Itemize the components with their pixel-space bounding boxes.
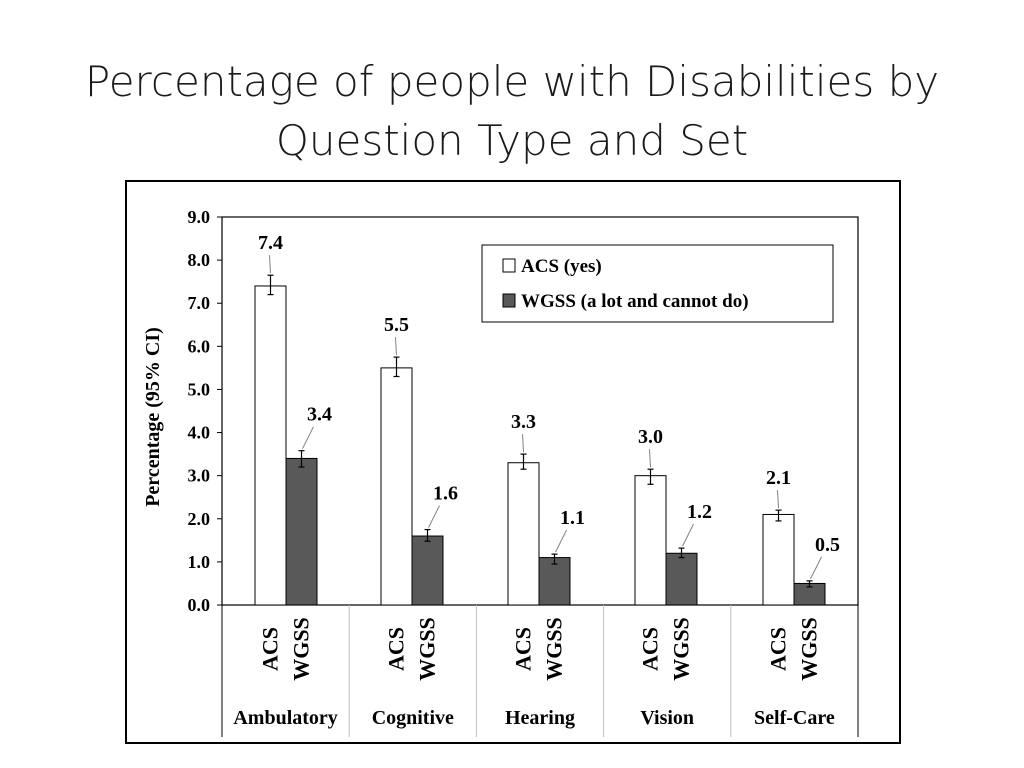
label-leader-line bbox=[395, 337, 397, 356]
legend-swatch-wgss bbox=[502, 293, 516, 308]
category-label-vision: Vision bbox=[640, 707, 694, 729]
bar-chart: 0.0 1.0 2.0 3.0 4.0 5.0 6.0 7.0 8.0 9.0 Percentage… bbox=[142, 207, 859, 737]
x-tick-label-wgss: WGSS bbox=[669, 617, 694, 681]
category-label-ambulatory: Ambulatory bbox=[233, 707, 337, 729]
bar-acs-vision bbox=[634, 475, 667, 606]
bar-wgss-cognitive bbox=[411, 535, 444, 606]
slide-title-line-1: Percentage of people with Disabilities b… bbox=[84, 57, 940, 106]
label-leader-line bbox=[682, 523, 694, 547]
slide-title: Percentage of people with Disabilities b… bbox=[0, 52, 1024, 170]
label-leader-line bbox=[777, 490, 779, 509]
x-tick-label-acs: ACS bbox=[638, 627, 663, 671]
y-tick-label: 4.0 bbox=[188, 423, 211, 443]
y-tick-label: 6.0 bbox=[188, 336, 211, 356]
legend-box bbox=[481, 244, 834, 323]
y-tick-label: 0.0 bbox=[188, 595, 211, 615]
y-axis-label: Percentage (95% CI) bbox=[142, 327, 164, 507]
bar-wgss-ambulatory bbox=[285, 457, 318, 606]
error-bar-wgss-hearing bbox=[551, 553, 558, 565]
label-leader-line bbox=[522, 434, 524, 453]
bar-acs-ambulatory bbox=[254, 285, 287, 606]
error-bar-acs-vision bbox=[647, 468, 654, 485]
x-tick-label-acs: ACS bbox=[384, 627, 409, 671]
x-tick-label-wgss: WGSS bbox=[415, 617, 440, 681]
label-leader-line bbox=[555, 529, 567, 553]
bar-acs-cognitive bbox=[380, 367, 413, 606]
legend: ACS (yes) WGSS (a lot and cannot do) bbox=[481, 244, 834, 323]
y-tick-label: 9.0 bbox=[188, 207, 211, 227]
value-label-acs-cognitive: 5.5 bbox=[384, 314, 409, 336]
legend-swatch-acs bbox=[502, 258, 516, 273]
error-bars bbox=[267, 274, 813, 588]
data-labels: 7.4 3.4 5.5 1.6 3.3 1.1 3.0 1.2 2.1 0.5 bbox=[258, 232, 840, 580]
category-label-cognitive: Cognitive bbox=[372, 707, 454, 729]
y-tick-label: 1.0 bbox=[188, 552, 211, 572]
error-bar-wgss-ambulatory bbox=[298, 450, 305, 468]
category-label-hearing: Hearing bbox=[505, 707, 575, 729]
slide-title-line-2: Question Type and Set bbox=[275, 116, 749, 165]
value-label-acs-ambulatory: 7.4 bbox=[258, 232, 283, 254]
y-tick-label: 3.0 bbox=[188, 466, 211, 486]
x-tick-label-wgss: WGSS bbox=[797, 617, 822, 681]
error-bar-acs-ambulatory bbox=[267, 274, 274, 296]
x-tick-label-wgss: WGSS bbox=[289, 617, 314, 681]
value-label-wgss-hearing: 1.1 bbox=[560, 507, 585, 529]
bar-wgss-vision bbox=[665, 552, 698, 606]
x-tick-label-wgss: WGSS bbox=[542, 617, 567, 681]
error-bar-wgss-cognitive bbox=[424, 528, 431, 542]
label-leader-line bbox=[649, 449, 651, 468]
legend-label-wgss: WGSS (a lot and cannot do) bbox=[521, 291, 749, 312]
bars bbox=[254, 285, 826, 606]
error-bar-wgss-vision bbox=[678, 547, 685, 559]
x-tick-label-acs: ACS bbox=[258, 627, 283, 671]
value-label-wgss-ambulatory: 3.4 bbox=[307, 404, 332, 426]
y-axis: 0.0 1.0 2.0 3.0 4.0 5.0 6.0 7.0 8.0 9.0 Percentage… bbox=[142, 207, 222, 615]
label-leader-line bbox=[269, 255, 271, 274]
y-tick-label: 2.0 bbox=[188, 509, 211, 529]
value-label-acs-vision: 3.0 bbox=[638, 426, 663, 448]
value-label-acs-hearing: 3.3 bbox=[511, 411, 536, 433]
legend-label-acs: ACS (yes) bbox=[521, 256, 602, 277]
error-bar-acs-self-care bbox=[775, 509, 782, 522]
value-label-wgss-vision: 1.2 bbox=[687, 501, 712, 523]
value-label-wgss-cognitive: 1.6 bbox=[433, 483, 458, 505]
label-leader-line bbox=[428, 505, 440, 528]
x-tick-label-acs: ACS bbox=[766, 627, 791, 671]
label-leader-line bbox=[810, 556, 822, 580]
bar-acs-hearing bbox=[507, 462, 540, 606]
y-tick-label: 5.0 bbox=[188, 379, 211, 399]
value-label-acs-self-care: 2.1 bbox=[766, 467, 791, 489]
label-leader-line bbox=[302, 426, 314, 449]
error-bar-acs-hearing bbox=[520, 453, 527, 470]
x-tick-label-acs: ACS bbox=[511, 627, 536, 671]
category-label-self-care: Self-Care bbox=[754, 707, 835, 729]
error-bar-wgss-self-care bbox=[806, 580, 813, 588]
bar-acs-self-care bbox=[762, 513, 795, 606]
chart-frame: 0.0 1.0 2.0 3.0 4.0 5.0 6.0 7.0 8.0 9.0 Percentage… bbox=[125, 180, 901, 744]
y-tick-label: 7.0 bbox=[188, 293, 211, 313]
error-bar-acs-cognitive bbox=[393, 356, 400, 378]
y-tick-label: 8.0 bbox=[188, 250, 211, 270]
bar-wgss-hearing bbox=[538, 557, 571, 606]
value-label-wgss-self-care: 0.5 bbox=[815, 534, 840, 556]
